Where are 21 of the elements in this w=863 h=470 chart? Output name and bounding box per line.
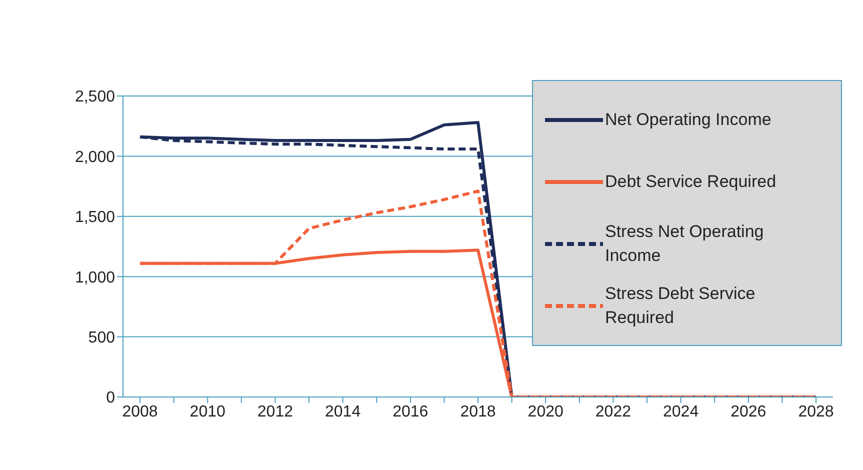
y-tick-label: 1,000 — [74, 269, 116, 286]
legend-label: Stress Debt Service Required — [605, 283, 756, 329]
x-tick-label: 2018 — [460, 403, 496, 420]
x-tick-label: 2026 — [730, 403, 766, 420]
y-tick-label: 2,500 — [74, 88, 116, 106]
x-tick-label: 2012 — [257, 403, 294, 420]
x-tick-label: 2022 — [595, 403, 632, 420]
x-tick-label: 2024 — [663, 403, 699, 420]
x-tick-label: 2028 — [798, 403, 834, 420]
x-tick-label: 2010 — [190, 403, 226, 420]
y-tick-label: 2,000 — [74, 148, 116, 166]
x-tick-label: 2016 — [392, 403, 428, 420]
y-tick-label: 500 — [88, 329, 116, 346]
x-tick-label: 2008 — [122, 403, 158, 420]
x-tick-label: 2014 — [325, 403, 361, 420]
y-tick-label: 1,500 — [74, 209, 116, 226]
legend-label: Stress Net Operating Income — [605, 221, 765, 267]
legend-label: Net Operating Income — [605, 109, 772, 131]
y-tick-label: 0 — [106, 390, 116, 407]
x-tick-label: 2020 — [528, 403, 564, 420]
legend-label: Debt Service Required — [605, 171, 778, 193]
